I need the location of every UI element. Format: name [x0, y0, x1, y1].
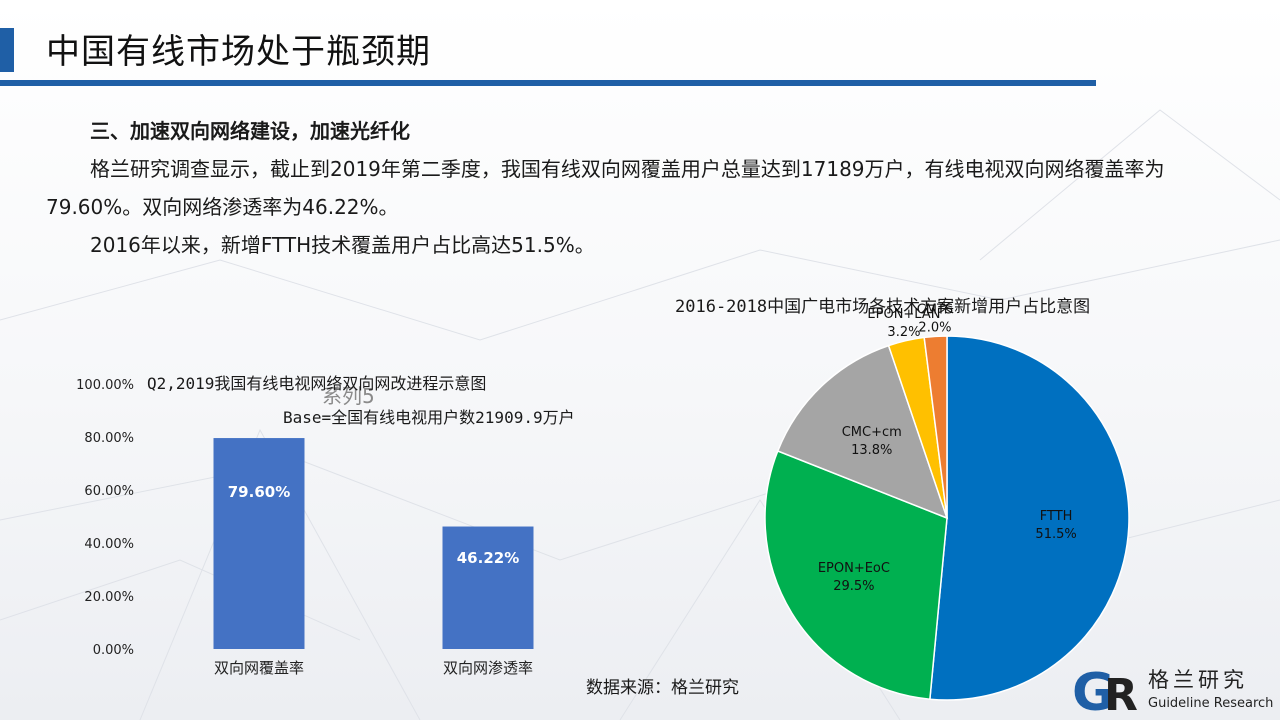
pie-percent-label: 29.5%	[833, 579, 874, 594]
y-tick-label: 80.00%	[84, 431, 134, 446]
y-tick-label: 60.00%	[84, 484, 134, 499]
bar-series-name: 系列5	[322, 384, 375, 408]
pie-percent-label: 3.2%	[887, 325, 920, 340]
pie-chart-title: 2016-2018中国广电市场各技术方案新增用户占比意图	[675, 297, 1091, 317]
pie-slice	[764, 450, 948, 701]
pie-slice	[776, 344, 949, 520]
logo-mark: G R	[1072, 663, 1138, 716]
body-text: 三、加速双向网络建设，加速光纤化 格兰研究调查显示，截止到2019年第二季度，我…	[46, 112, 1216, 264]
data-source-note: 数据来源：格兰研究	[586, 678, 739, 698]
page-title: 中国有线市场处于瓶颈期	[46, 32, 431, 72]
pie-percent-label: 13.8%	[851, 443, 892, 458]
logo-name-cn: 格兰研究	[1148, 668, 1248, 692]
y-tick-label: 0.00%	[93, 643, 134, 658]
pie-label: CMC+cm	[842, 425, 902, 440]
logo-letter-g: G	[1072, 663, 1115, 716]
logo-letter-r: R	[1104, 670, 1138, 716]
pie-slice	[929, 335, 1130, 701]
logo-name-en: Guideline Research	[1148, 696, 1274, 711]
title-divider	[0, 80, 1096, 86]
bar-chart-subtitle: Base=全国有线电视用户数21909.9万户	[283, 408, 575, 427]
x-category-label: 双向网覆盖率	[214, 659, 304, 677]
paragraph-coverage: 格兰研究调查显示，截止到2019年第二季度，我国有线双向网覆盖用户总量达到171…	[46, 157, 1165, 219]
pie-slice	[887, 336, 948, 519]
pie-label: FTTH	[1040, 509, 1073, 524]
bar	[442, 526, 534, 649]
pie-percent-label: 51.5%	[1035, 527, 1076, 542]
pie-percent-label: 2.0%	[918, 320, 951, 335]
x-category-label: 双向网渗透率	[443, 659, 533, 677]
paragraph-ftth: 2016年以来，新增FTTH技术覆盖用户占比高达51.5%。	[90, 233, 595, 257]
section-heading: 三、加速双向网络建设，加速光纤化	[90, 119, 410, 143]
bar-chart-title: Q2,2019我国有线电视网络双向网改进程示意图	[147, 374, 487, 393]
pie-slice	[923, 335, 948, 519]
title-accent-bar	[0, 28, 14, 72]
bar-data-label: 79.60%	[228, 483, 290, 501]
y-tick-label: 20.00%	[84, 590, 134, 605]
company-logo: G R 格兰研究 Guideline Research	[1070, 660, 1274, 716]
y-tick-label: 100.00%	[76, 378, 134, 393]
bar	[213, 438, 305, 649]
pie-label: EPON+EoC	[818, 561, 890, 576]
y-tick-label: 40.00%	[84, 537, 134, 552]
bar-data-label: 46.22%	[457, 549, 519, 567]
